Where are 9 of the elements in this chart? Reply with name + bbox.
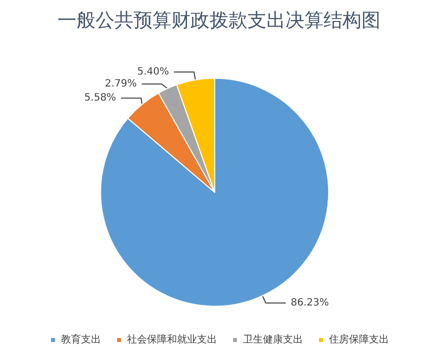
legend-label: 住房保障支出 [329,334,389,346]
data-label: 5.40% [137,66,170,78]
chart-title: 一般公共预算财政拨款支出决算结构图 [58,10,380,32]
legend-label: 教育支出 [61,334,101,346]
data-label: 2.79% [104,78,137,90]
data-label: 5.58% [84,92,116,104]
legend-label: 卫生健康支出 [243,334,303,346]
legend-label: 社会保障和就业支出 [127,334,217,346]
data-label: 86.23% [290,298,329,308]
